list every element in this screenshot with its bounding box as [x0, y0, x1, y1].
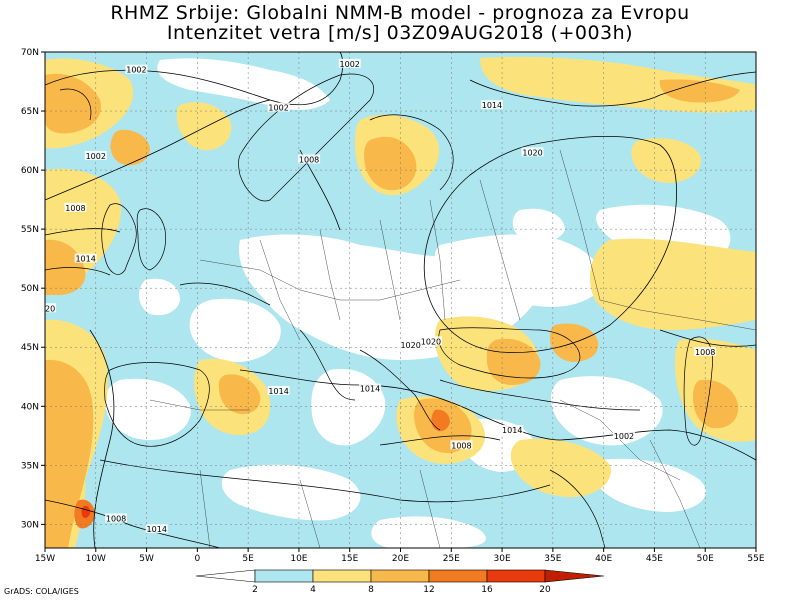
- isobar-label-bg: [298, 154, 321, 164]
- lon-tick-label: 40E: [595, 554, 612, 564]
- isobar-label-bg: [419, 336, 442, 346]
- isobar-labels: 1002 1002 1002 1002 1008 1008 1008 1014 1014 1014…: [44, 58, 717, 534]
- isobar-label-bg: [145, 524, 168, 534]
- colorbar-tick-label: 2: [252, 585, 258, 595]
- isobar-label-bg: [267, 102, 290, 112]
- isobar-label: 1014: [482, 101, 502, 110]
- chart-title: RHMZ Srbije: Globalni NMM-B model - prog…: [110, 2, 690, 24]
- isobar-label: 1014: [360, 385, 380, 394]
- lon-tick-label: 10W: [86, 554, 106, 564]
- isobar-label: 1014: [147, 525, 167, 534]
- isobar-label-bg: [612, 430, 635, 440]
- isobar-label: 1014: [75, 255, 95, 264]
- colorbar-max-arrow: [544, 569, 605, 583]
- isobar-label: 1014: [502, 426, 522, 435]
- lon-tick-label: 25E: [443, 554, 460, 564]
- colorbar: 2 4 8 12 16 20: [195, 569, 605, 595]
- lat-tick-label: 35N: [21, 461, 39, 471]
- lon-tick-label: 15W: [35, 554, 55, 564]
- isobar-label-bg: [125, 64, 148, 74]
- isobar-label: 1008: [299, 155, 319, 164]
- colorbar-tick-label: 4: [310, 585, 316, 595]
- longitude-labels: 15W 10W 5W 0 5E 10E 15E 20E 25E 30E 35E 40E 45E 50E 55…: [35, 554, 765, 564]
- colorbar-segment: [428, 569, 488, 583]
- axis-ticks: [41, 51, 757, 552]
- strong-wind-areas: [45, 73, 740, 548]
- isobar-label: 1008: [451, 441, 471, 450]
- colorbar-segment: [254, 569, 314, 583]
- isobar-label: 1008: [65, 204, 85, 213]
- isobar-label-bg: [399, 339, 422, 349]
- colorbar-segment: [370, 569, 430, 583]
- isobar-label-bg: [521, 147, 544, 157]
- isobar-label: 1002: [340, 60, 360, 69]
- colorbar-segment: [312, 569, 372, 583]
- isobar-label: 1002: [268, 104, 288, 113]
- colorbar-tick-label: 8: [368, 585, 374, 595]
- isobar-label: 1008: [695, 348, 715, 357]
- isobar-label: 1020: [522, 148, 542, 157]
- credit-text: GrADS: COLA/IGES: [4, 587, 79, 596]
- isobar-label: 1002: [126, 66, 146, 75]
- isobar-label-bg: [501, 424, 524, 434]
- lon-tick-label: 30E: [494, 554, 511, 564]
- lat-tick-label: 45N: [21, 343, 39, 353]
- isobar-label-bg: [480, 100, 503, 110]
- isobar-label: 1020: [421, 337, 441, 346]
- colorbar-tick-label: 20: [539, 585, 551, 595]
- isobar-label-bg: [694, 346, 717, 356]
- lon-tick-label: 10E: [290, 554, 307, 564]
- lat-tick-label: 40N: [21, 402, 39, 412]
- lat-tick-label: 60N: [21, 166, 39, 176]
- isobar-label: 1008: [106, 514, 126, 523]
- lon-tick-label: 15E: [341, 554, 358, 564]
- isobar-label-bg: [359, 383, 382, 393]
- colorbar-tick-label: 12: [423, 585, 434, 595]
- lat-tick-label: 50N: [21, 284, 39, 294]
- isobar-label: 20: [45, 304, 55, 313]
- isobar-label-bg: [64, 202, 87, 212]
- isobar-label: 1002: [614, 432, 634, 441]
- borders: [149, 149, 756, 548]
- isobar-label-bg: [84, 150, 107, 160]
- lon-tick-label: 5E: [242, 554, 254, 564]
- lon-tick-label: 0: [194, 554, 200, 564]
- isobar-label: 1002: [86, 152, 106, 161]
- lon-tick-label: 5W: [139, 554, 154, 564]
- lon-tick-label: 20E: [392, 554, 409, 564]
- colorbar-tick-label: 16: [481, 585, 493, 595]
- isobar-label-bg: [44, 303, 57, 313]
- isobar-label-bg: [450, 440, 473, 450]
- lat-tick-label: 30N: [21, 520, 39, 530]
- chart-subtitle: Intenzitet vetra [m/s] 03Z09AUG2018 (+00…: [166, 22, 634, 44]
- isobar-label: 1014: [268, 387, 288, 396]
- lat-tick-label: 70N: [21, 48, 39, 58]
- lat-tick-label: 55N: [21, 225, 39, 235]
- isobar-label: 1020: [400, 341, 420, 350]
- lat-tick-label: 65N: [21, 107, 39, 117]
- colorbar-segment: [486, 569, 546, 583]
- isobar-label-bg: [267, 385, 290, 395]
- isobar-label-bg: [105, 513, 128, 523]
- colorbar-min-arrow: [195, 569, 256, 583]
- latitude-labels: 70N 65N 60N 55N 50N 45N 40N 35N 30N: [21, 48, 39, 530]
- lon-tick-label: 50E: [697, 554, 714, 564]
- lon-tick-label: 55E: [747, 554, 764, 564]
- isobar-label-bg: [338, 58, 361, 68]
- lon-tick-label: 35E: [544, 554, 561, 564]
- lon-tick-label: 45E: [646, 554, 663, 564]
- coastlines: [59, 73, 713, 548]
- isobar-label-bg: [74, 253, 97, 263]
- calm-areas: [104, 58, 731, 548]
